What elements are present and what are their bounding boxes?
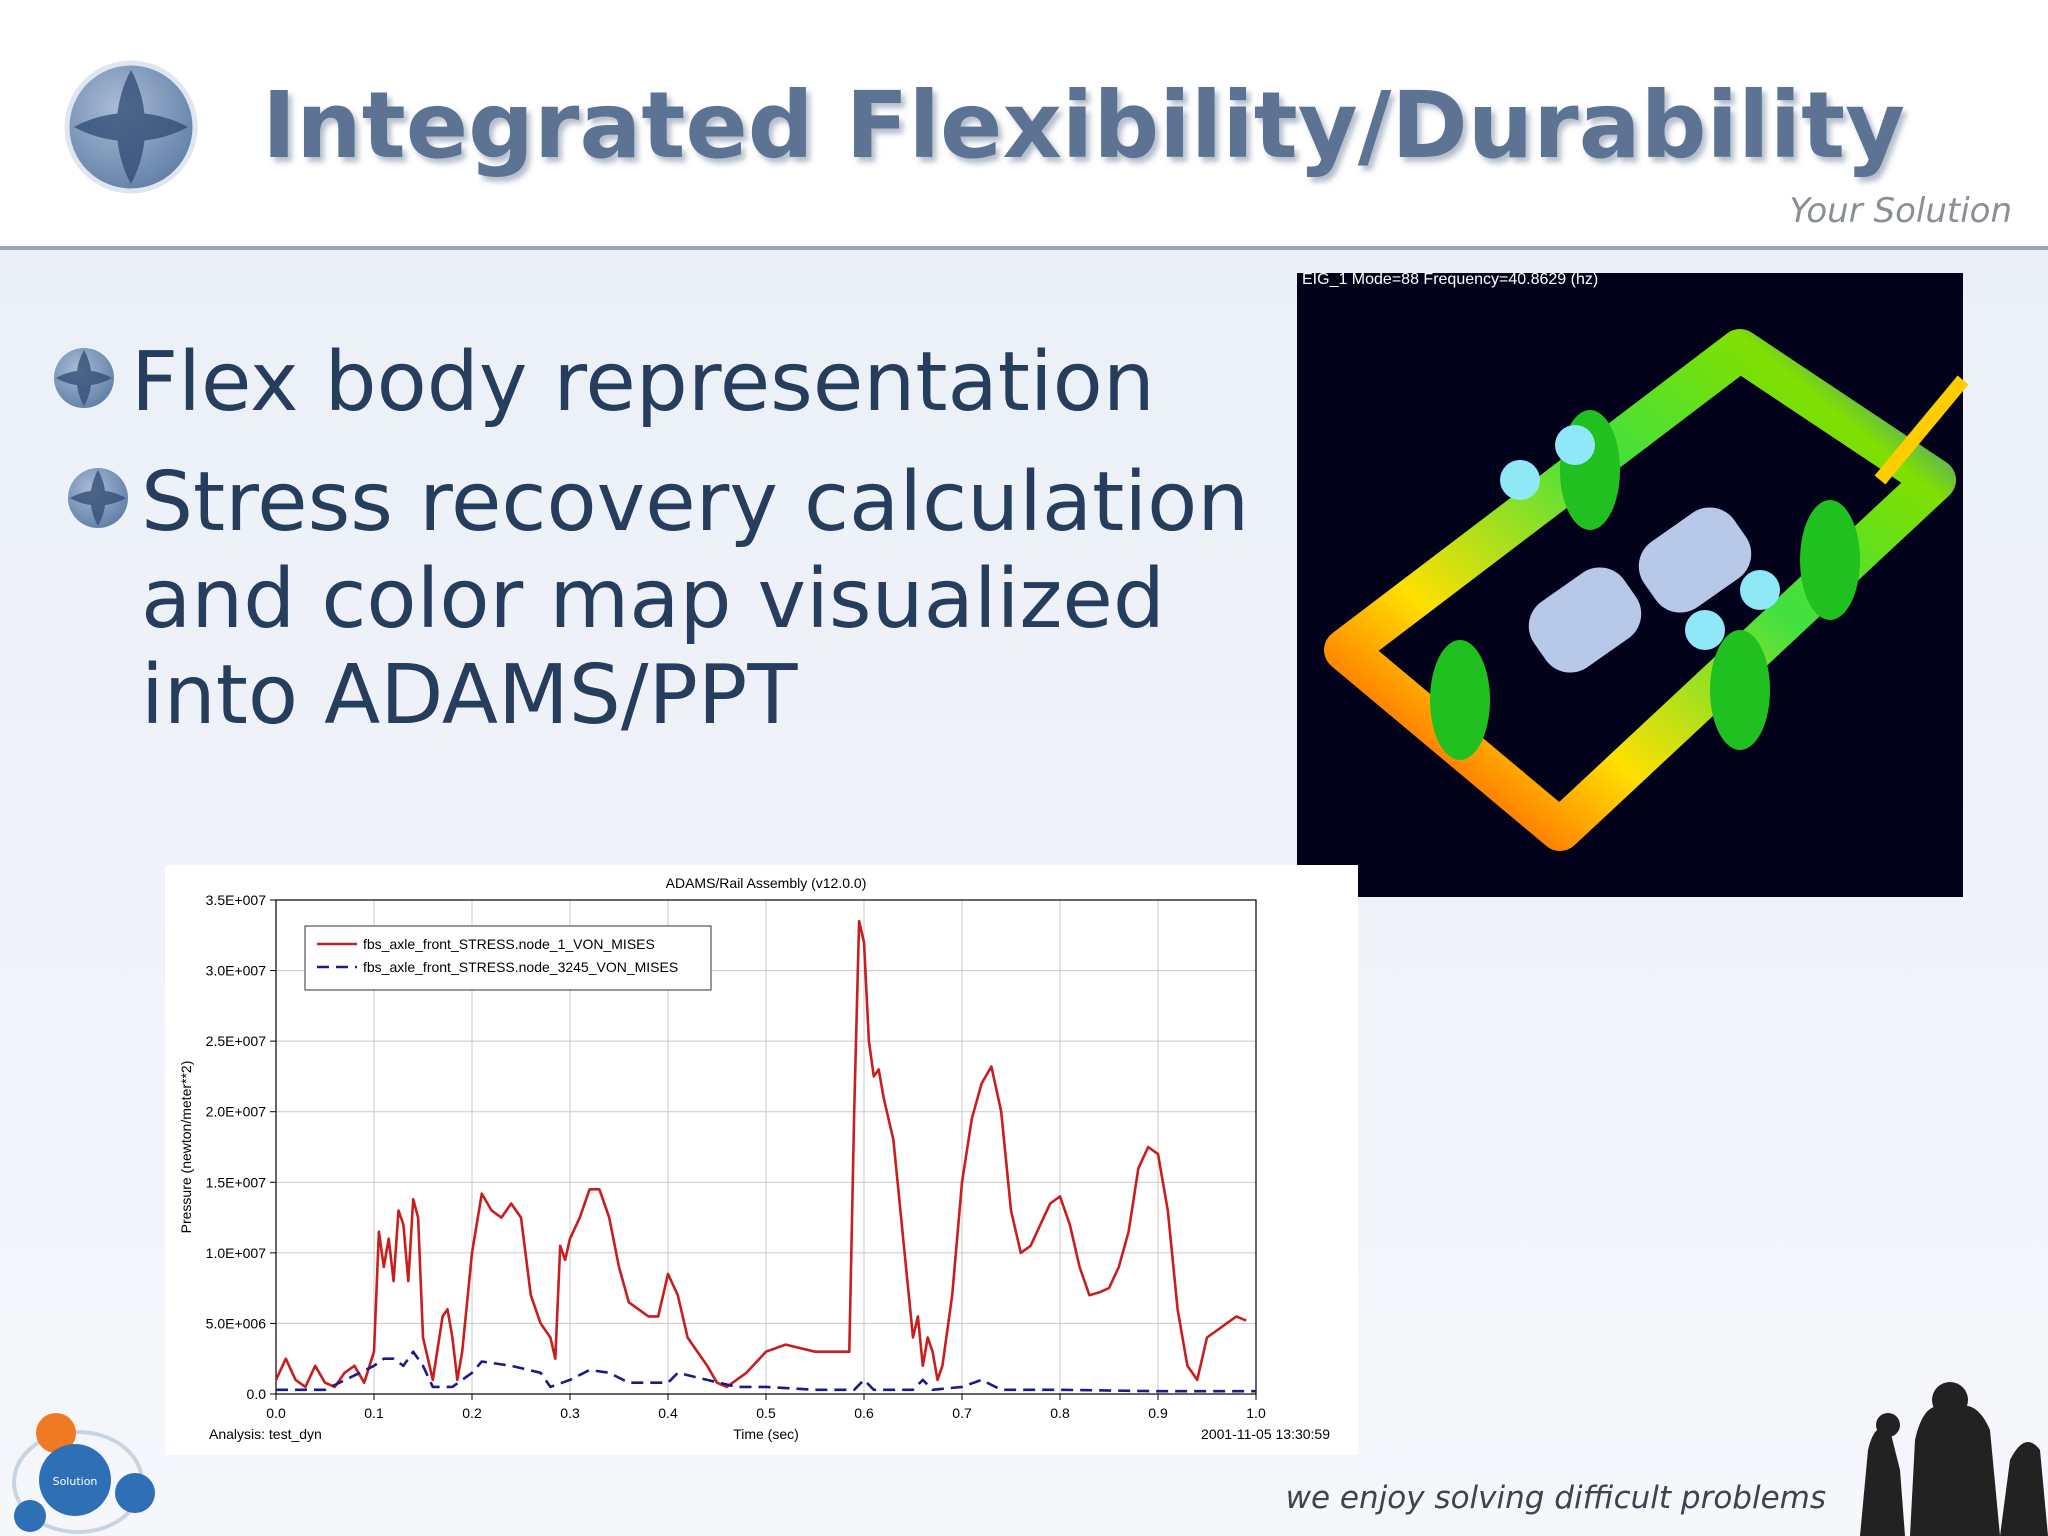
x-tick-label: 0.1 [364, 1405, 384, 1421]
y-tick-label: 5.0E+006 [206, 1315, 267, 1331]
x-tick-label: 0.7 [952, 1405, 972, 1421]
y-tick-label: 2.5E+007 [206, 1033, 267, 1049]
fea-image: EIG_1 Mode=88 Frequency=40.8629 (hz) [1297, 271, 1969, 897]
y-tick-label: 0.0 [247, 1386, 267, 1402]
x-tick-label: 0.0 [266, 1405, 286, 1421]
image-caption: EIG_1 Mode=88 Frequency=40.8629 (hz) [1302, 271, 1598, 288]
y-tick-label: 1.5E+007 [206, 1174, 267, 1190]
x-tick-label: 1.0 [1246, 1405, 1266, 1421]
y-tick-label: 3.5E+007 [206, 892, 267, 908]
bullet-text: Flex body representation [131, 335, 1155, 430]
legend-label: fbs_axle_front_STRESS.node_3245_VON_MISE… [363, 959, 678, 975]
data-line [276, 1350, 1256, 1393]
bullet-text: into ADAMS/PPT [141, 648, 798, 743]
x-axis-label: Time (sec) [733, 1426, 799, 1442]
header-rule [0, 246, 2048, 250]
data-line [274, 919, 1247, 1389]
bullet-text: and color map visualized [141, 552, 1165, 647]
bullet-icon [68, 468, 128, 528]
analysis-label: Analysis: test_dyn [209, 1426, 322, 1442]
legend-box [304, 925, 712, 991]
legend-label: fbs_axle_front_STRESS.node_1_VON_MISES [363, 936, 655, 952]
slide-title: Integrated Flexibility/Durability [262, 72, 1905, 179]
x-tick-label: 0.2 [462, 1405, 482, 1421]
x-tick-label: 0.9 [1148, 1405, 1168, 1421]
y-tick-label: 2.0E+007 [206, 1104, 267, 1120]
y-tick-label: 3.0E+007 [206, 963, 267, 979]
footer-logo: Solution [12, 1413, 155, 1534]
y-tick-label: 1.0E+007 [206, 1245, 267, 1261]
x-tick-label: 0.6 [854, 1405, 874, 1421]
plot-frame [275, 899, 1257, 1395]
x-tick-label: 0.3 [560, 1405, 580, 1421]
header-band [0, 0, 2048, 246]
chart: 0.0 5.0E+006 1.0E+007 1.5E+007 2.0E+007 2.5E+… [178, 875, 1330, 1442]
logo-label: Solution [53, 1475, 98, 1488]
x-tick-label: 0.8 [1050, 1405, 1070, 1421]
slogan: we enjoy solving difficult problems [1286, 1480, 1826, 1516]
tagline: Your Solution [1789, 191, 2012, 231]
y-axis-label: Pressure (newton/meter**2) [178, 1061, 194, 1234]
chart-title: ADAMS/Rail Assembly (v12.0.0) [666, 875, 867, 891]
x-tick-label: 0.4 [658, 1405, 678, 1421]
bullet-text: Stress recovery calculation [141, 455, 1249, 550]
timestamp: 2001-11-05 13:30:59 [1201, 1426, 1330, 1442]
bullet-icon [54, 348, 114, 408]
logo [64, 60, 198, 194]
x-tick-label: 0.5 [756, 1405, 776, 1421]
silhouettes [1860, 1382, 2048, 1536]
